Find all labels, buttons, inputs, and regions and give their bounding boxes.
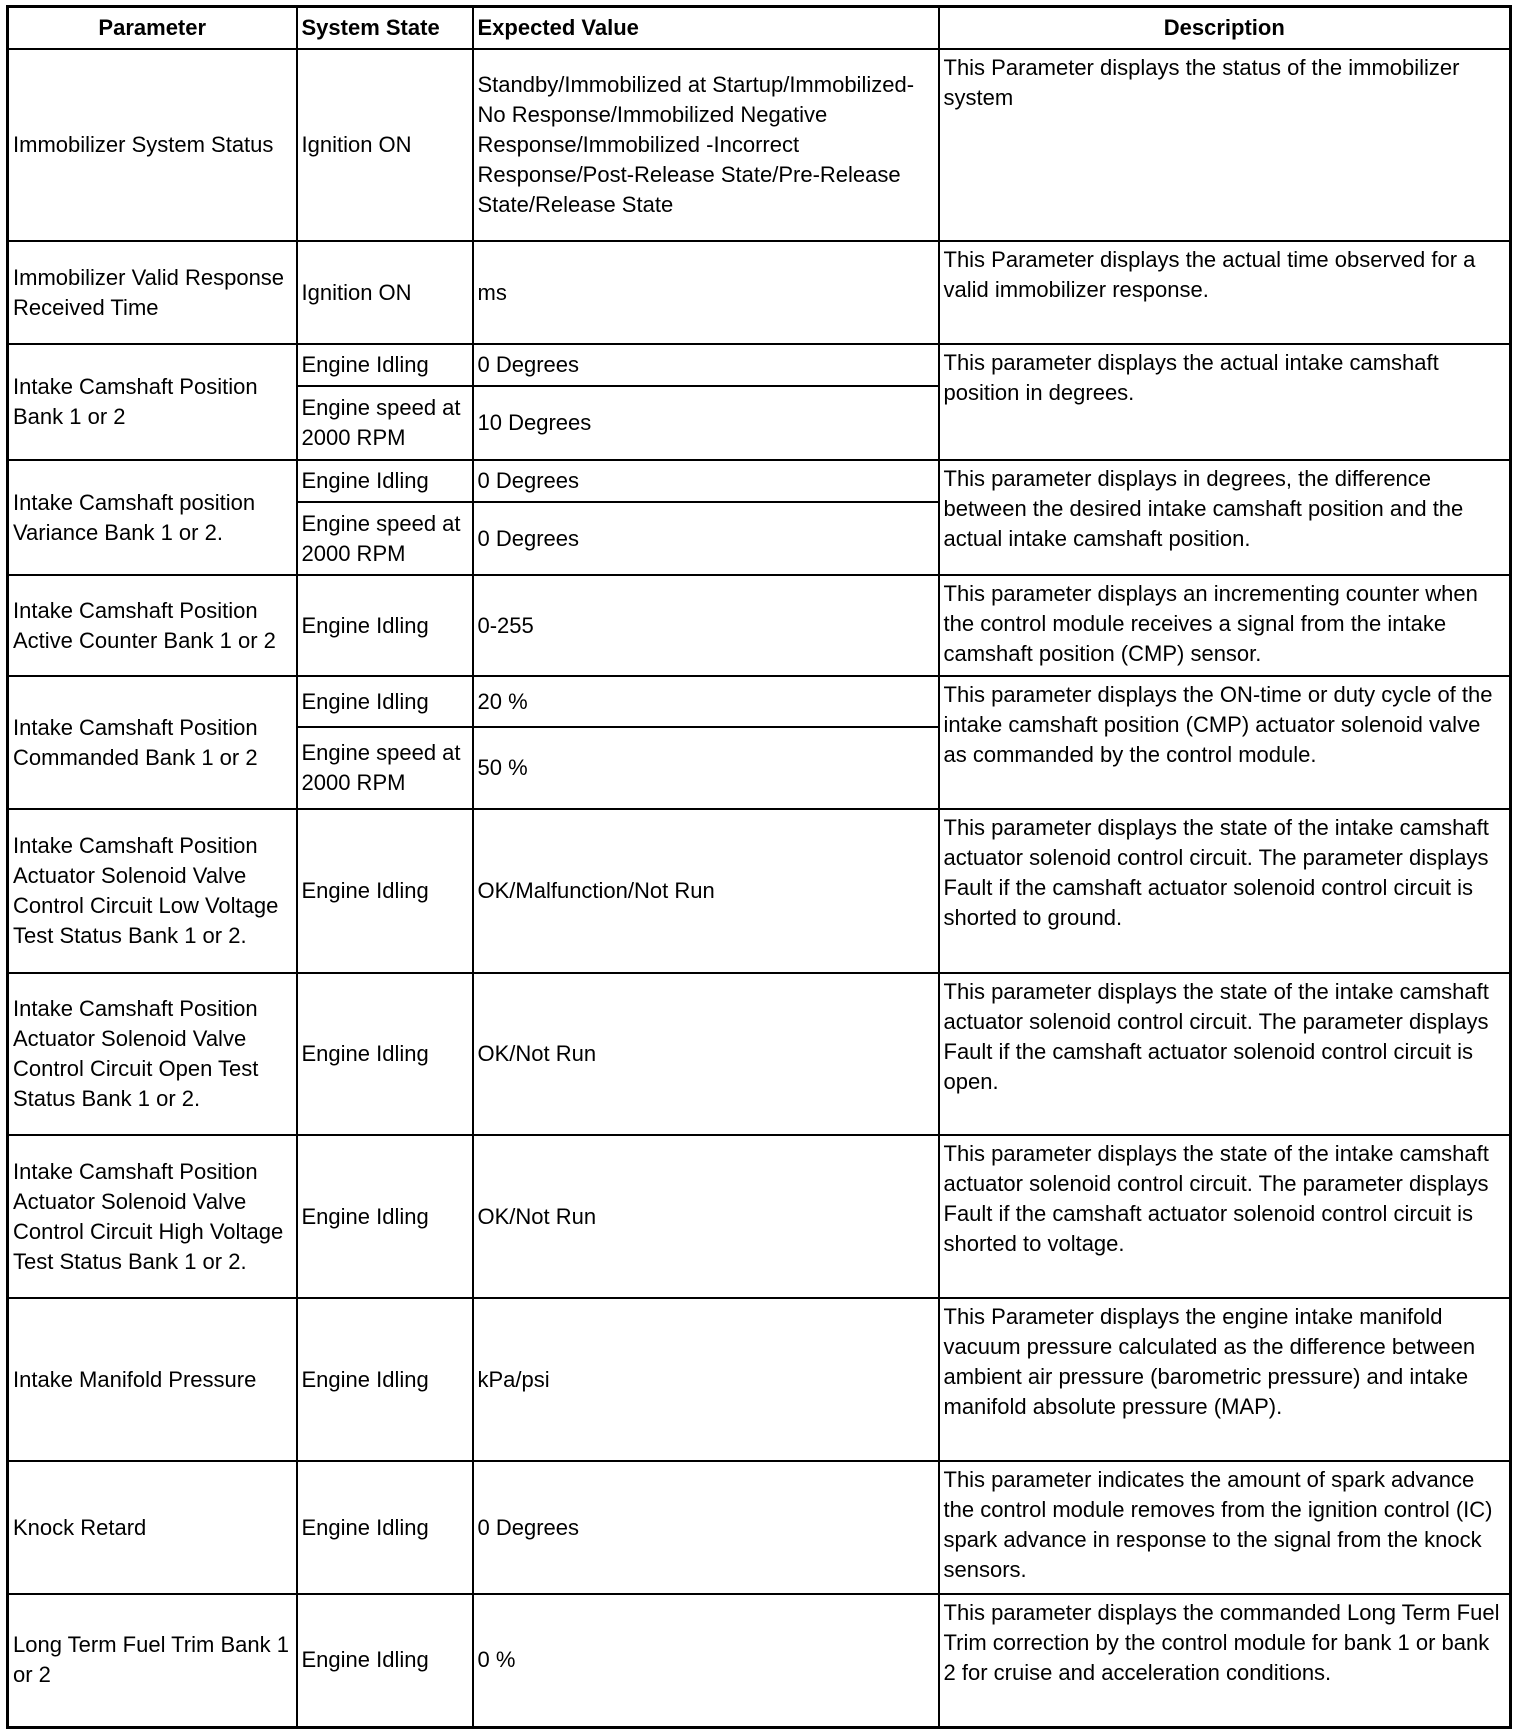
expected-value-cell: 0 Degrees — [471, 1460, 940, 1595]
expected-value-cell: 20 % — [471, 675, 940, 728]
system-state-cell: Engine Idling — [295, 343, 474, 387]
header-description: Description — [937, 5, 1512, 50]
parameter-cell: Long Term Fuel Trim Bank 1 or 2 — [6, 1593, 298, 1728]
system-state-cell: Engine Idling — [295, 1593, 474, 1728]
system-state-cell: Ignition ON — [295, 240, 474, 345]
table-row: Immobilizer System Status Ignition ON Stan… — [6, 48, 1512, 242]
table-row: Intake Camshaft Position Actuator Soleno… — [6, 808, 1512, 974]
description-cell: This parameter displays the commanded Lo… — [937, 1593, 1512, 1728]
expected-value-cell: 0 Degrees — [471, 459, 940, 503]
description-cell: This Parameter displays the status of th… — [937, 48, 1512, 242]
parameter-cell: Intake Camshaft position Variance Bank 1… — [6, 459, 298, 576]
parameter-cell: Immobilizer System Status — [6, 48, 298, 242]
table-row: Intake Camshaft position Variance Bank 1… — [6, 459, 1512, 576]
table-row: Intake Camshaft Position Actuator Soleno… — [6, 1134, 1512, 1299]
expected-value-cell: OK/Malfunction/Not Run — [471, 808, 940, 974]
description-cell: This parameter displays the state of the… — [937, 972, 1512, 1136]
system-state-cell: Engine speed at 2000 RPM — [295, 726, 474, 810]
table-row: Intake Camshaft Position Commanded Bank … — [6, 675, 1512, 810]
description-cell: This parameter displays in degrees, the … — [937, 459, 1512, 576]
parameter-cell: Intake Camshaft Position Active Counter … — [6, 574, 298, 677]
description-cell: This parameter indicates the amount of s… — [937, 1460, 1512, 1595]
table-row: Intake Camshaft Position Bank 1 or 2 Engi… — [6, 343, 1512, 461]
expected-value-cell: 50 % — [471, 726, 940, 810]
expected-value-cell: 0-255 — [471, 574, 940, 677]
system-state-cell: Engine speed at 2000 RPM — [295, 385, 474, 461]
description-cell: This Parameter displays the engine intak… — [937, 1297, 1512, 1462]
table-row: Engine speed at 2000 RPM 10 Degrees — [8, 385, 1511, 461]
expected-value-cell: 0 Degrees — [471, 501, 940, 576]
expected-value-cell: OK/Not Run — [471, 1134, 940, 1299]
table-row: Intake Camshaft Position Actuator Soleno… — [6, 972, 1512, 1136]
header-row: Parameter System State Expected Value De… — [6, 5, 1512, 50]
description-cell: This parameter displays an incrementing … — [937, 574, 1512, 677]
table-row: Long Term Fuel Trim Bank 1 or 2 Engine Id… — [6, 1593, 1512, 1728]
system-state-cell: Engine Idling — [295, 1297, 474, 1462]
system-state-cell: Engine Idling — [295, 972, 474, 1136]
description-cell: This Parameter displays the actual time … — [937, 240, 1512, 345]
table-row: Intake Manifold Pressure Engine Idling kPa… — [6, 1297, 1512, 1462]
table-row: Immobilizer Valid Response Received Time… — [6, 240, 1512, 345]
description-cell: This parameter displays the actual intak… — [937, 343, 1512, 461]
expected-value-cell: ms — [471, 240, 940, 345]
parameter-cell: Intake Camshaft Position Actuator Soleno… — [6, 1134, 298, 1299]
table-row: Engine speed at 2000 RPM 50 % — [8, 726, 1511, 810]
parameter-cell: Immobilizer Valid Response Received Time — [6, 240, 298, 345]
parameter-cell: Intake Camshaft Position Actuator Soleno… — [6, 972, 298, 1136]
system-state-cell: Engine Idling — [295, 1134, 474, 1299]
system-state-cell: Engine Idling — [295, 1460, 474, 1595]
expected-value-cell: Standby/Immobilized at Startup/Immobiliz… — [471, 48, 940, 242]
header-expected-value: Expected Value — [471, 5, 940, 50]
description-cell: This parameter displays the ON-time or d… — [937, 675, 1512, 810]
parameter-cell: Knock Retard — [6, 1460, 298, 1595]
parameter-table: Parameter System State Expected Value De… — [6, 5, 1512, 1729]
expected-value-cell: kPa/psi — [471, 1297, 940, 1462]
system-state-cell: Ignition ON — [295, 48, 474, 242]
system-state-cell: Engine speed at 2000 RPM — [295, 501, 474, 576]
parameter-cell: Intake Camshaft Position Bank 1 or 2 — [6, 343, 298, 461]
parameter-cell: Intake Manifold Pressure — [6, 1297, 298, 1462]
header-parameter: Parameter — [6, 5, 298, 50]
expected-value-cell: 0 % — [471, 1593, 940, 1728]
description-cell: This parameter displays the state of the… — [937, 1134, 1512, 1299]
system-state-cell: Engine Idling — [295, 574, 474, 677]
system-state-cell: Engine Idling — [295, 808, 474, 974]
parameter-cell: Intake Camshaft Position Commanded Bank … — [6, 675, 298, 810]
parameter-cell: Intake Camshaft Position Actuator Soleno… — [6, 808, 298, 974]
system-state-cell: Engine Idling — [295, 459, 474, 503]
expected-value-cell: 0 Degrees — [471, 343, 940, 387]
table-row: Intake Camshaft Position Active Counter … — [6, 574, 1512, 677]
system-state-cell: Engine Idling — [295, 675, 474, 728]
description-cell: This parameter displays the state of the… — [937, 808, 1512, 974]
table-row: Knock Retard Engine Idling 0 Degrees This p… — [6, 1460, 1512, 1595]
table-row: Engine speed at 2000 RPM 0 Degrees — [8, 501, 1511, 576]
expected-value-cell: 10 Degrees — [471, 385, 940, 461]
header-system-state: System State — [295, 5, 474, 50]
expected-value-cell: OK/Not Run — [471, 972, 940, 1136]
